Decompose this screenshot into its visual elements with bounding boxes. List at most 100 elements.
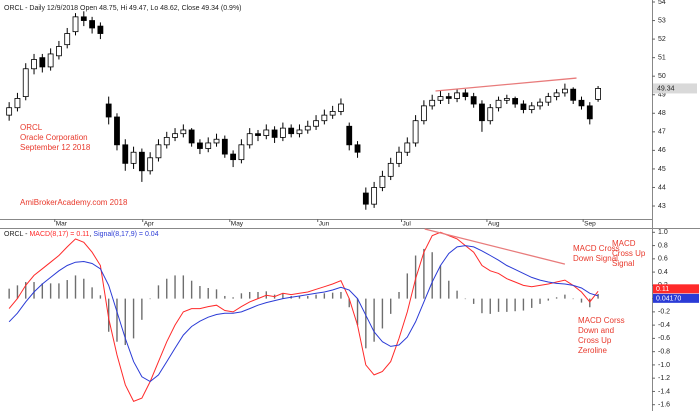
- candle-body: [205, 142, 212, 149]
- annotation: MACD: [612, 239, 636, 248]
- histogram-bar: [390, 298, 392, 314]
- candle-body: [155, 144, 162, 159]
- histogram-bar: [124, 298, 126, 346]
- annotation: AmiBrokerAcademy.com 2018: [20, 198, 128, 207]
- last-price-label: 49.34: [657, 85, 675, 92]
- annotation: MACD Cross: [573, 244, 620, 253]
- y-tick-label: -1.4: [658, 388, 670, 395]
- histogram-bar: [431, 252, 433, 299]
- candle-body: [238, 144, 245, 161]
- candle-body: [255, 133, 261, 136]
- histogram-bar: [282, 293, 284, 299]
- candle-body: [379, 175, 386, 188]
- last-value-box: [653, 293, 699, 303]
- line-series: [8, 231, 599, 403]
- histogram-bar: [240, 293, 243, 299]
- candle-body: [354, 144, 361, 153]
- candle-body: [163, 136, 170, 146]
- y-tick-label: -0.2: [658, 309, 670, 316]
- histogram-bar: [25, 282, 27, 299]
- annotation: Zeroline: [578, 346, 607, 355]
- y-tick-label: 53: [658, 17, 666, 24]
- candle-body: [362, 192, 369, 205]
- histogram-bar: [307, 295, 309, 299]
- histogram-bar: [439, 265, 442, 299]
- candle-body: [578, 99, 585, 107]
- candle-body: [296, 129, 303, 135]
- histogram-bar: [356, 298, 359, 326]
- histogram-bar: [298, 295, 301, 299]
- last-value-label: 0.11: [656, 286, 669, 293]
- candle-body: [279, 127, 286, 138]
- candle-body: [188, 129, 195, 144]
- candle-body: [462, 92, 469, 97]
- last-value-label: 0.04170: [656, 296, 681, 303]
- histogram-bar: [41, 283, 44, 299]
- histogram-bar: [331, 292, 334, 299]
- candle-body: [586, 105, 593, 120]
- histogram-bar: [539, 298, 541, 304]
- y-tick-label: 0.6: [658, 256, 668, 263]
- histogram-bar: [166, 278, 168, 299]
- trendline: [424, 228, 566, 265]
- histogram-bar: [49, 283, 52, 299]
- candle-body: [562, 88, 568, 94]
- histogram-bar: [66, 280, 68, 299]
- histogram-bar: [547, 298, 550, 301]
- x-tick-label: Mar: [56, 221, 68, 228]
- x-tick-label: Apr: [144, 221, 155, 228]
- histogram-bar: [340, 291, 342, 299]
- y-tick-label: 1.0: [658, 229, 668, 236]
- histogram-bar: [589, 298, 591, 308]
- candle-body: [371, 187, 378, 205]
- annotation: Down Signal: [573, 254, 618, 263]
- chart-title: ORCL - Daily 12/9/2018 Open 48.75, Hi 49…: [4, 5, 242, 12]
- candle-body: [138, 151, 145, 172]
- histogram-bar: [207, 288, 209, 299]
- histogram-bar: [83, 278, 85, 299]
- y-tick-label: -1.6: [658, 402, 670, 409]
- candle-body: [22, 68, 29, 97]
- histogram-bar: [448, 280, 450, 299]
- candle-body: [338, 103, 344, 112]
- histogram-bar: [232, 297, 234, 299]
- candle-body: [420, 105, 427, 122]
- candle-body: [537, 101, 543, 107]
- histogram-bar: [116, 298, 118, 342]
- annotation: Oracle Corporation: [20, 133, 88, 142]
- candle-body: [263, 129, 270, 136]
- y-tick-label: 0.4: [658, 269, 668, 276]
- line-series: [8, 245, 599, 383]
- histogram-bar: [190, 280, 193, 299]
- histogram-bar: [248, 291, 251, 299]
- y-tick-label: -0.8: [658, 348, 670, 355]
- candle-body: [105, 103, 112, 118]
- candle-body: [570, 88, 577, 101]
- last-price-box: [653, 83, 697, 94]
- y-tick-label: 47: [658, 129, 666, 136]
- candle-body: [221, 138, 228, 155]
- candle-body: [288, 127, 295, 135]
- candle-body: [122, 144, 129, 164]
- histogram-bar: [157, 285, 160, 299]
- histogram-bar: [199, 286, 201, 299]
- histogram-bar: [215, 289, 218, 299]
- histogram-bar: [522, 298, 525, 311]
- y-tick-label: -1.2: [658, 375, 670, 382]
- candle-body: [404, 142, 411, 153]
- candle-body: [14, 98, 21, 109]
- histogram-bar: [8, 288, 10, 299]
- histogram-bar: [58, 283, 60, 299]
- histogram-bar: [182, 275, 185, 299]
- candle-body: [321, 114, 328, 122]
- candle-body: [114, 116, 120, 146]
- annotation: MACD Corss: [578, 316, 625, 325]
- histogram-bar: [373, 298, 375, 342]
- histogram-bar: [224, 295, 226, 299]
- candle-body: [503, 98, 510, 101]
- annotation: Cross Up: [578, 336, 612, 345]
- candle-body: [180, 129, 187, 135]
- legend-entry: Signal(8,17,9) = 0.04: [93, 231, 158, 238]
